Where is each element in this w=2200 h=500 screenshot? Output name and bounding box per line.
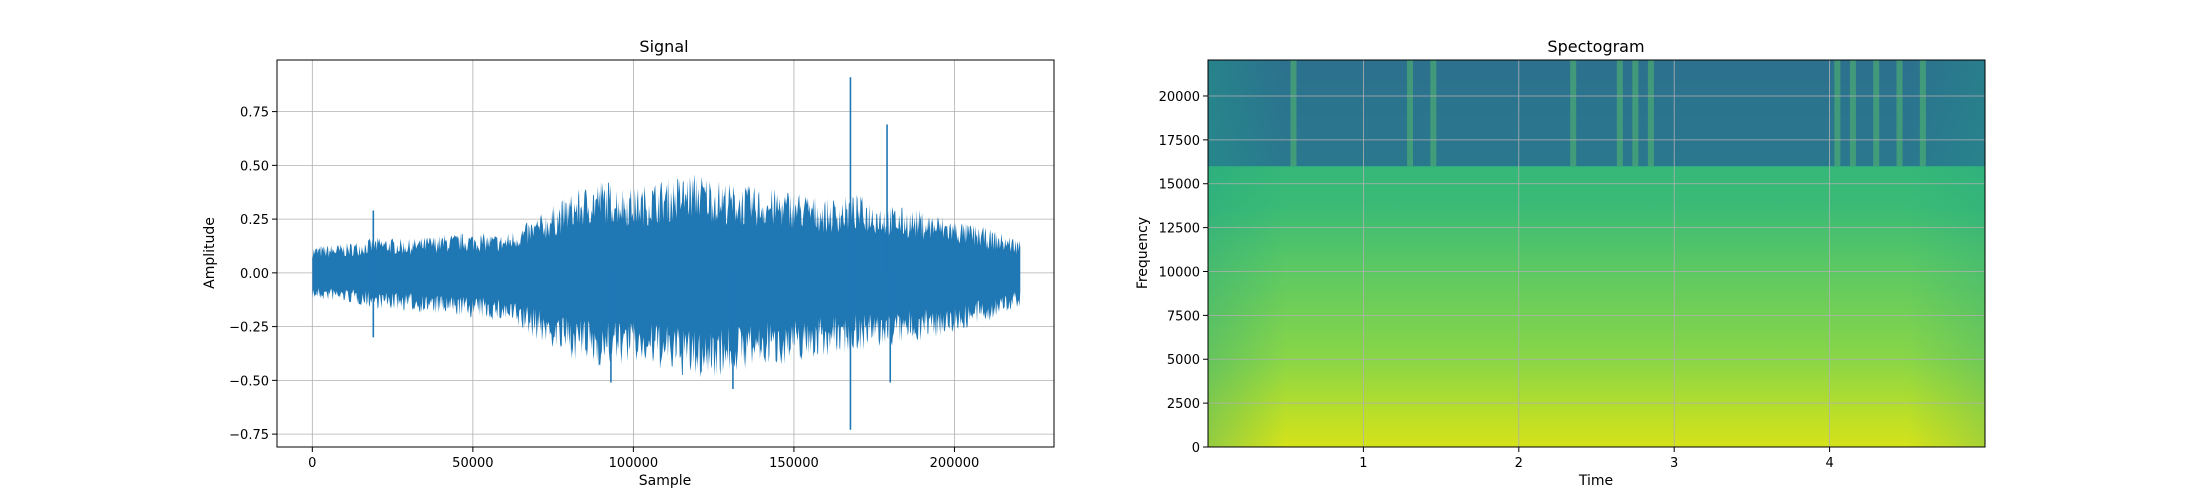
spectrogram-burst xyxy=(1616,60,1623,167)
spectrogram-chart: Spectogram 1 2 3 4 0 2500 xyxy=(1135,37,1986,489)
spectrogram-burst xyxy=(1632,60,1639,167)
signal-y-ticks: −0.75 −0.50 −0.25 0.00 0.25 0.50 0.75 xyxy=(229,106,277,443)
spectrogram-y-tick-label: 0 xyxy=(1192,441,1200,456)
spectrogram-x-tick-label: 1 xyxy=(1359,456,1367,471)
signal-y-tick-label: −0.75 xyxy=(229,428,269,443)
spectrogram-y-tick-label: 20000 xyxy=(1159,90,1200,105)
signal-y-tick-label: 0.00 xyxy=(240,267,269,282)
signal-x-label: Sample xyxy=(639,473,692,489)
spectrogram-burst xyxy=(1849,60,1856,167)
spectrogram-y-tick-label: 7500 xyxy=(1167,309,1200,324)
spectrogram-x-label: Time xyxy=(1578,473,1613,489)
signal-chart: Signal 0 50000 100000 150000 200000 −0.75−0.… xyxy=(202,37,1055,489)
signal-x-tick-label: 200000 xyxy=(930,456,980,471)
signal-x-tick-label: 150000 xyxy=(769,456,819,471)
spectrogram-burst xyxy=(1834,60,1841,167)
spectrogram-y-ticks: 0 2500 5000 7500 10000 12500 15000 17500 20000 xyxy=(1159,90,1208,456)
signal-title: Signal xyxy=(639,37,688,56)
spectrogram-burst xyxy=(1919,60,1926,167)
spectrogram-x-tick-label: 3 xyxy=(1670,456,1678,471)
signal-y-tick-label: 0.25 xyxy=(240,213,269,228)
spectrogram-y-tick-label: 12500 xyxy=(1159,222,1200,237)
spectrogram-burst xyxy=(1896,60,1903,167)
spectrogram-title: Spectogram xyxy=(1547,37,1644,56)
signal-y-tick-label: 0.50 xyxy=(240,159,269,174)
spectrogram-y-tick-label: 5000 xyxy=(1167,353,1200,368)
spectrogram-y-tick-label: 17500 xyxy=(1159,134,1200,149)
spectrogram-axes-frame xyxy=(1207,59,1986,448)
signal-y-tick-label: −0.50 xyxy=(229,374,269,389)
signal-x-tick-label: 0 xyxy=(308,456,316,471)
spectrogram-x-ticks: 1 2 3 4 xyxy=(1359,447,1834,471)
spectrogram-edge-shade xyxy=(1208,60,1985,447)
spectrogram-x-tick-label: 2 xyxy=(1515,456,1523,471)
spectrogram-bursts xyxy=(1290,60,1926,167)
spectrogram-y-tick-label: 10000 xyxy=(1159,265,1200,280)
spectrogram-y-tick-label: 2500 xyxy=(1167,397,1200,412)
spectrogram-burst xyxy=(1430,60,1437,167)
spectrogram-x-tick-label: 4 xyxy=(1825,456,1833,471)
spectrogram-y-tick-label: 15000 xyxy=(1159,178,1200,193)
spectrogram-burst xyxy=(1290,60,1297,167)
signal-y-tick-label: −0.25 xyxy=(229,321,269,336)
signal-waveform xyxy=(312,174,1021,378)
signal-spikes xyxy=(372,77,892,430)
signal-y-tick-label: 0.75 xyxy=(240,106,269,121)
spectrogram-burst xyxy=(1647,60,1654,167)
signal-axes-frame xyxy=(276,59,1055,448)
signal-x-tick-label: 100000 xyxy=(609,456,659,471)
spectrogram-burst xyxy=(1570,60,1577,167)
spectrogram-burst xyxy=(1873,60,1880,167)
signal-y-label: Amplitude xyxy=(202,217,218,289)
signal-x-ticks: 0 50000 100000 150000 200000 xyxy=(308,447,979,471)
spectrogram-y-label: Frequency xyxy=(1135,217,1151,289)
signal-x-tick-label: 50000 xyxy=(452,456,493,471)
spectrogram-burst xyxy=(1407,60,1414,167)
